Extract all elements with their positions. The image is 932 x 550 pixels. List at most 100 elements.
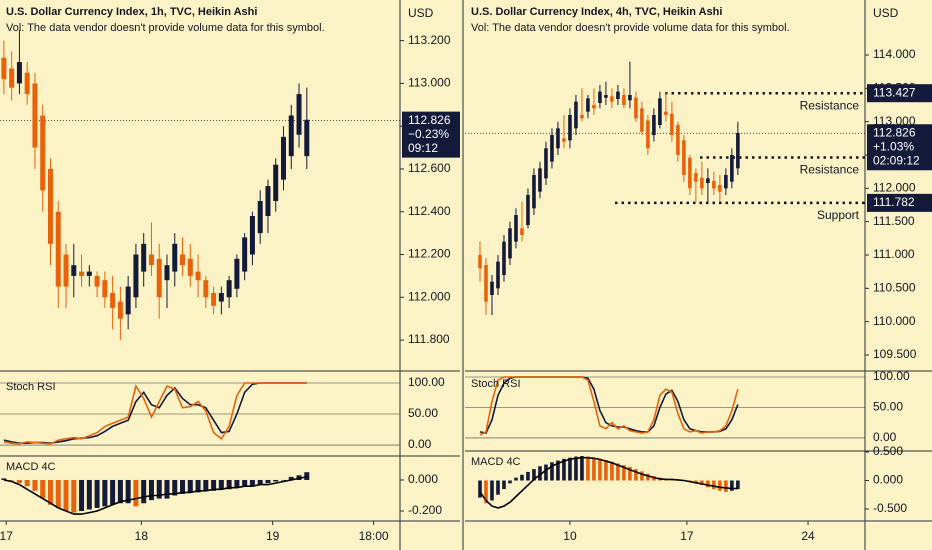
macd-bar	[712, 480, 716, 490]
macd-bar	[156, 479, 162, 499]
macd-bar	[211, 479, 217, 491]
candle-body	[484, 265, 488, 302]
macd-bar	[574, 456, 578, 481]
macd-bar	[125, 479, 131, 504]
chart-title: U.S. Dollar Currency Index, 4h, TVC, Hei…	[471, 6, 722, 18]
stoch-name: Stoch RSI	[471, 378, 521, 390]
macd-bar	[110, 479, 116, 505]
candle-body	[592, 105, 596, 109]
macd-bar	[730, 480, 734, 491]
macd-bar	[133, 479, 139, 507]
candle-body	[628, 95, 632, 101]
macd-bar	[622, 465, 626, 481]
macd-bar	[586, 456, 590, 481]
macd-bar	[304, 472, 310, 480]
macd-bar	[700, 480, 704, 486]
candle-body	[55, 211, 61, 287]
price-badge	[402, 111, 460, 158]
macd-tick-label: -0.500	[873, 501, 907, 515]
macd-bar	[117, 479, 123, 504]
level-badge	[867, 84, 932, 103]
candle-body	[646, 120, 650, 149]
macd-bar	[63, 479, 69, 512]
macd-bar	[86, 479, 92, 510]
candle-body	[622, 95, 626, 105]
candle-body	[574, 101, 578, 129]
x-tick-label: 18	[135, 529, 149, 543]
macd-line	[3, 476, 307, 515]
x-tick-label: 24	[801, 529, 815, 543]
candle-body	[664, 111, 668, 115]
candle-body	[257, 201, 263, 234]
candle-body	[296, 94, 302, 135]
candle-body	[156, 258, 162, 298]
macd-bar	[592, 457, 596, 481]
macd-tick-label: 0.500	[873, 444, 903, 458]
price-badge-value: 112.826	[408, 113, 451, 127]
candle-body	[610, 96, 614, 102]
candle-body	[71, 265, 77, 276]
macd-bar	[265, 479, 271, 484]
macd-bar	[580, 455, 584, 481]
macd-bar	[646, 473, 650, 481]
candle-body	[508, 228, 512, 259]
candle-body	[520, 228, 524, 235]
candle-body	[211, 293, 217, 306]
macd-bar	[562, 458, 566, 481]
price-badge-change: +1.03%	[873, 139, 914, 153]
candle-body	[676, 125, 680, 155]
candle-body	[249, 216, 255, 255]
level-name: Support	[817, 208, 860, 222]
y-tick-label: 109.500	[873, 347, 917, 361]
candle-body	[562, 138, 566, 142]
y-tick-label: 113.200	[408, 33, 451, 47]
macd-bar	[141, 479, 147, 504]
chart-subtitle: Vol: The data vendor doesn't provide vol…	[6, 22, 325, 34]
macd-line	[479, 456, 738, 509]
level-badge-label: 111.782	[873, 195, 915, 209]
stoch-tick-label: 100.00	[408, 375, 445, 389]
macd-bar	[502, 480, 506, 490]
macd-bar	[496, 480, 500, 495]
candle-body	[616, 91, 620, 99]
macd-bar	[102, 479, 108, 507]
macd-bar	[187, 479, 193, 493]
candle-body	[640, 108, 644, 132]
macd-bar	[288, 476, 294, 480]
macd-bar	[40, 479, 46, 499]
x-tick-label: 18:00	[359, 529, 389, 543]
macd-bar	[273, 479, 279, 482]
candle-body	[102, 280, 108, 298]
macd-bar	[79, 479, 85, 512]
x-tick-label: 19	[266, 529, 280, 543]
y-tick-label: 113.000	[408, 76, 451, 90]
level-name: Resistance	[800, 163, 860, 177]
macd-bar	[71, 479, 77, 513]
candle-body	[568, 115, 572, 141]
stoch-name: Stoch RSI	[6, 381, 56, 393]
candle-body	[538, 168, 542, 192]
candle-body	[40, 115, 46, 191]
candle-body	[706, 178, 710, 183]
candle-body	[234, 258, 240, 289]
y-tick-label: 110.000	[873, 314, 916, 328]
candle-body	[586, 98, 590, 112]
macd-bar	[257, 479, 263, 485]
level-name: Resistance	[800, 98, 860, 112]
candle-body	[203, 280, 209, 298]
macd-bar	[195, 479, 201, 493]
candle-body	[187, 258, 193, 276]
macd-tick-label: -0.200	[408, 503, 442, 517]
macd-bar	[610, 461, 614, 481]
candle-body	[478, 255, 482, 269]
macd-tick-label: 0.000	[873, 473, 903, 487]
macd-bar	[736, 480, 740, 490]
candle-body	[86, 271, 92, 276]
macd-bar	[164, 479, 170, 499]
candle-body	[63, 254, 69, 287]
macd-bar	[226, 479, 232, 490]
candle-body	[148, 254, 154, 266]
candle-body	[164, 265, 170, 281]
macd-bar	[544, 464, 548, 481]
